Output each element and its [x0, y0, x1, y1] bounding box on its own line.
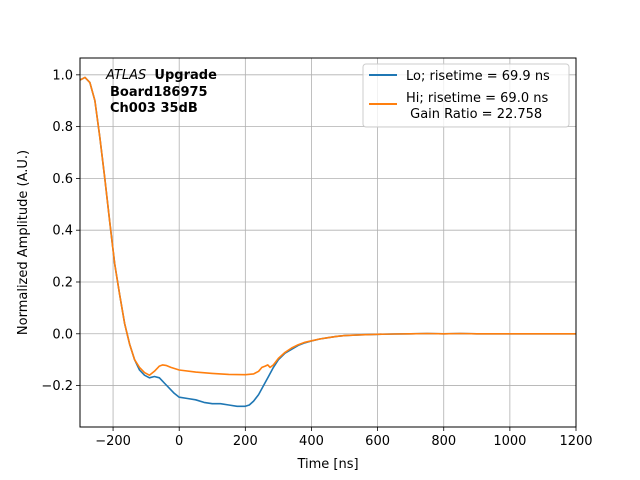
annotation-upgrade: Upgrade: [154, 68, 217, 83]
svg-text:ATLAS Upgrade: ATLAS Upgrade: [105, 68, 217, 83]
x-tick-label: 0: [175, 434, 183, 449]
series-group: [80, 76, 576, 408]
x-tick-label: 200: [233, 434, 258, 449]
plot-frame: [79, 57, 577, 428]
x-tick-label: 800: [431, 434, 456, 449]
legend-label-hi: Hi; risetime = 69.0 ns: [406, 91, 548, 106]
x-tick-label: 600: [365, 434, 390, 449]
y-tick-label: 0.0: [52, 327, 73, 342]
legend-label-hi-gain: Gain Ratio = 22.758: [406, 107, 542, 122]
y-tick-label: 0.2: [52, 275, 73, 290]
y-tick-label: 0.4: [52, 224, 73, 239]
x-tick-label: 1200: [559, 434, 592, 449]
annotation-atlas: ATLAS: [105, 68, 146, 83]
ticks: −200 0 200 400 600 800 1000 1200 −0.2 0.0 0.2 0.4 0.…: [41, 68, 592, 449]
y-tick-label: −0.2: [41, 379, 73, 394]
y-tick-label: 0.6: [52, 172, 73, 187]
annotation-channel: Ch003 35dB: [110, 101, 198, 116]
x-tick-label: 1000: [493, 434, 526, 449]
x-tick-label: 400: [299, 434, 324, 449]
y-axis-title: Normalized Amplitude (A.U.): [16, 150, 31, 335]
legend-label-lo: Lo; risetime = 69.9 ns: [406, 69, 550, 84]
x-tick-label: −200: [95, 434, 131, 449]
y-tick-label: 1.0: [52, 68, 73, 83]
legend: Lo; risetime = 69.9 ns Hi; risetime = 69…: [362, 63, 570, 128]
legend-frame: [362, 63, 570, 128]
y-tick-label: 0.8: [52, 120, 73, 135]
x-axis-title: Time [ns]: [296, 457, 358, 472]
annotation: ATLAS Upgrade Board186975 Ch003 35dB: [105, 68, 217, 116]
annotation-board: Board186975: [110, 85, 208, 100]
series-line-hi: [80, 76, 576, 377]
